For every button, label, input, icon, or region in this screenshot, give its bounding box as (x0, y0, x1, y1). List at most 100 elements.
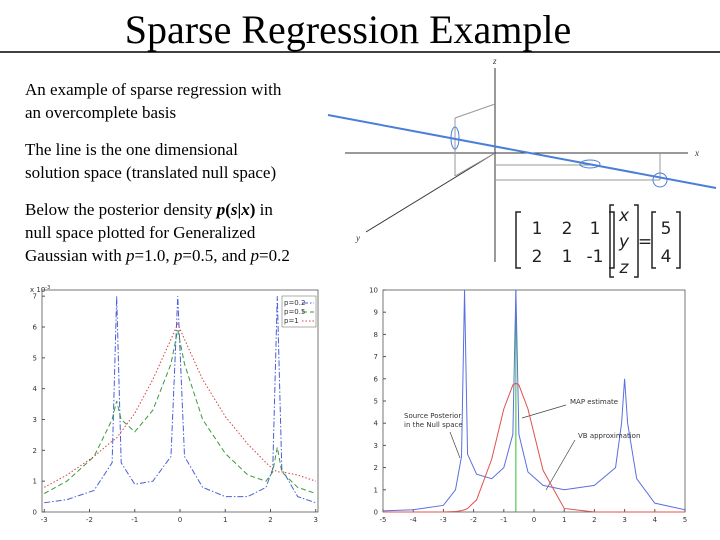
y-tick-label: 4 (374, 420, 379, 428)
arrow (449, 431, 461, 459)
y-tick-label: 1 (374, 486, 378, 494)
text-run: p (250, 246, 260, 265)
sparse-point (579, 159, 601, 169)
y-tick-label: 6 (374, 375, 379, 383)
text-run: solution space (translated null space) (25, 163, 276, 182)
y-tick-label: 2 (374, 464, 378, 472)
bullet-line: The line is the one dimensional (25, 140, 238, 159)
sparse-point (652, 172, 668, 188)
y-tick-label: 6 (33, 324, 38, 332)
equals-sign: = (638, 232, 652, 252)
y-tick-label: 3 (33, 416, 37, 424)
x-tick-label: 5 (683, 516, 687, 524)
text-run: s (230, 200, 238, 219)
projection-line (454, 103, 496, 119)
y-tick-label: 5 (33, 354, 37, 362)
sparse-point (450, 126, 460, 150)
result-entry: 5 (661, 219, 672, 239)
text-run: Gaussian with (25, 246, 126, 265)
y-tick-label: 1 (33, 478, 37, 486)
legend-label: p=1 (284, 317, 299, 325)
solution-line (327, 114, 717, 189)
text-run: =0.5, and (182, 246, 250, 265)
x-tick-label: 0 (532, 516, 536, 524)
annotation: VB approximation (578, 432, 640, 440)
y-tick-label: 0 (33, 509, 37, 517)
text-run: ) (250, 200, 256, 219)
matrix-entry: 1 (590, 219, 601, 239)
y-tick-label: 4 (33, 385, 38, 393)
x-tick-label: -1 (131, 516, 138, 524)
series-line (383, 382, 685, 513)
matrix-equation: 1 2 1 2 1 -1 x y z = 5 4 (515, 204, 681, 278)
text-run: an overcomplete basis (25, 103, 176, 122)
annotation-arrows (449, 404, 576, 491)
x-tick-label: -5 (380, 516, 387, 524)
bullet-line: solution space (translated null space) (25, 163, 276, 182)
bullet-line: null space plotted for Generalized (25, 223, 256, 242)
slide-title: Sparse Regression Example (125, 7, 572, 52)
y-tick-label: 5 (374, 398, 378, 406)
bracket (651, 211, 681, 269)
text-run: p (173, 246, 183, 265)
text-run: x (240, 200, 250, 219)
text-run: | (238, 200, 242, 219)
bullet-line: an overcomplete basis (25, 103, 176, 122)
text-run: p (215, 200, 226, 219)
x-tick-label: -1 (500, 516, 507, 524)
bullet-line: Below the posterior density p(s|x) in (25, 200, 273, 219)
x-tick-label: 3 (622, 516, 626, 524)
annotation: in the Null space (404, 421, 463, 429)
matrix-entry: 2 (532, 247, 543, 267)
y-tick-label: 3 (374, 442, 378, 450)
y-axis (365, 152, 496, 233)
matrix-entry: 1 (532, 219, 543, 239)
axis-label: x (694, 148, 699, 158)
text-run: Below the posterior density (25, 200, 217, 219)
text-run: =0.2 (259, 246, 290, 265)
y-tick-label: 7 (33, 293, 37, 301)
x-tick-label: -3 (41, 516, 48, 524)
x-tick-label: 2 (268, 516, 272, 524)
y-tick-label: 10 (369, 287, 378, 295)
x-tick-label: -2 (86, 516, 93, 524)
vector-entry: y (618, 232, 630, 252)
bracket (609, 204, 639, 278)
null-space-diagram: z x y (327, 56, 717, 262)
matrix-entry: 2 (562, 219, 573, 239)
y-scale-exponent: -3 (45, 285, 50, 291)
vector-entry: z (619, 258, 630, 278)
result-entry: 4 (661, 247, 672, 267)
text-run: p (125, 246, 135, 265)
x-tick-label: 0 (178, 516, 182, 524)
axis-label: y (355, 233, 360, 243)
projection-line (454, 152, 496, 177)
x-tick-label: -3 (440, 516, 447, 524)
y-tick-label: 2 (33, 447, 37, 455)
plot-frame (382, 289, 686, 513)
x-tick-label: -4 (410, 516, 418, 524)
matrix-entry: 1 (562, 247, 573, 267)
legend-label: p=0.2 (284, 299, 305, 307)
y-scale-label: x 10-3 (30, 285, 50, 294)
x-tick-label: -2 (470, 516, 477, 524)
text-run: The line is the one dimensional (25, 140, 238, 159)
series-line (44, 329, 316, 494)
series-line (44, 296, 316, 504)
x-tick-label: 4 (653, 516, 658, 524)
x-tick-label: 1 (223, 516, 227, 524)
legend-label: p=0.5 (284, 308, 305, 316)
annotation: MAP estimate (570, 398, 618, 406)
x-tick-label: 3 (314, 516, 318, 524)
y-tick-label: 8 (374, 331, 378, 339)
matrix-entry: -1 (587, 247, 604, 267)
axis-label: z (492, 56, 497, 66)
bracket (515, 211, 615, 269)
annotation: Source Posterior (404, 412, 461, 420)
series-line (382, 289, 686, 512)
bullet-line: An example of sparse regression with (25, 80, 282, 99)
y-tick-label: 9 (374, 309, 378, 317)
text-run: =1.0, (135, 246, 174, 265)
y-tick-label: 0 (374, 509, 378, 517)
text-run: null space plotted for Generalized (25, 223, 256, 242)
